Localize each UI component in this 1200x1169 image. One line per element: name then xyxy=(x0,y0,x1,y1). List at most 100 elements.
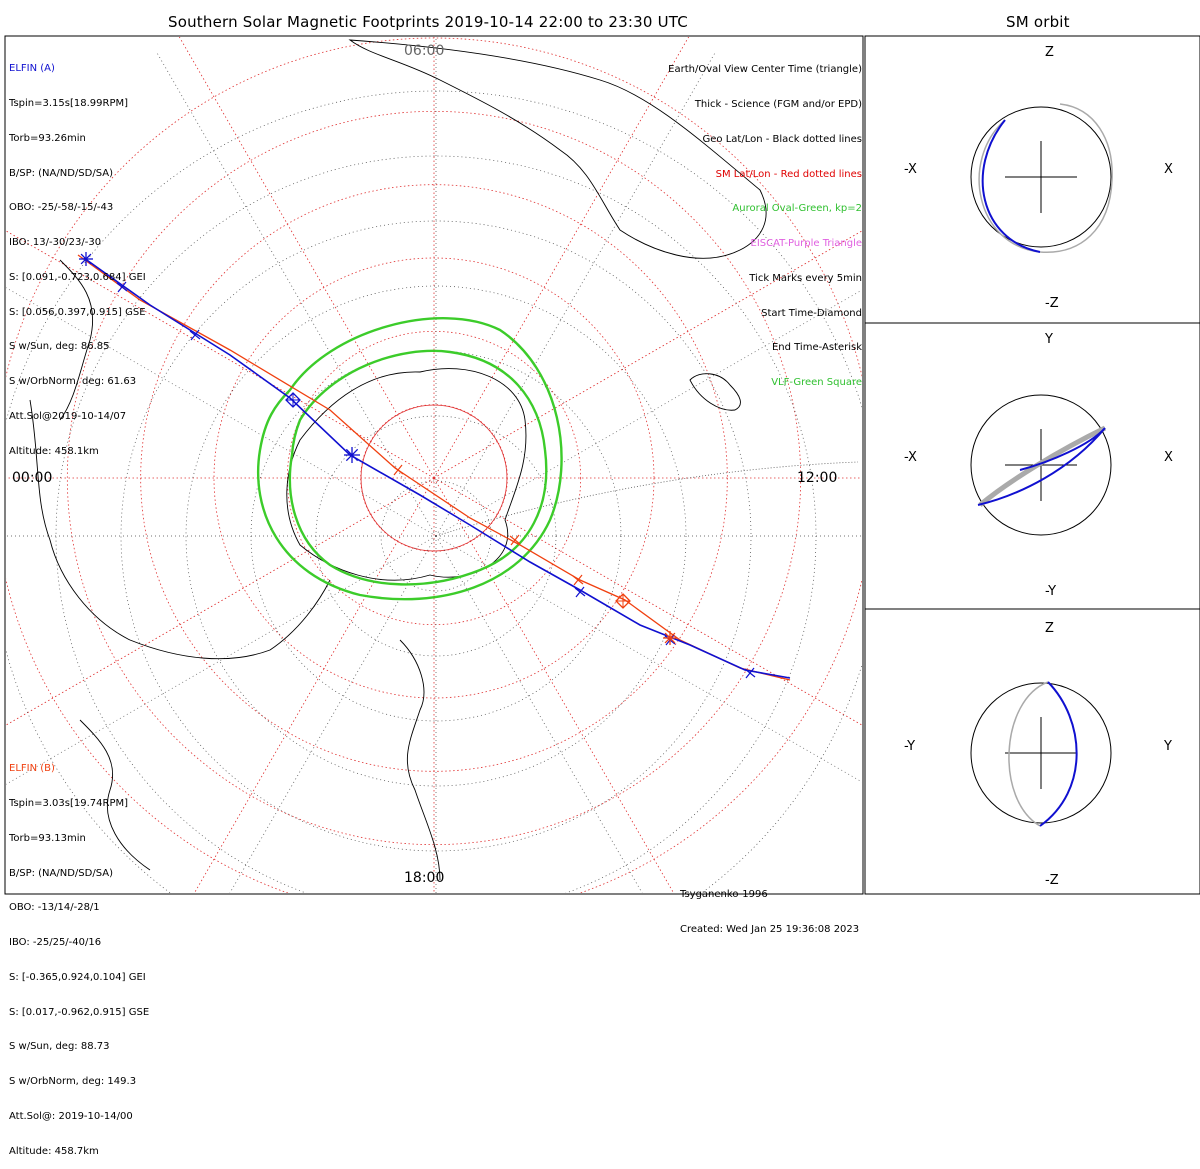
coastline xyxy=(399,639,441,881)
elfin-a-info-line: S: [0.091,-0.723,0.684] GEI xyxy=(9,271,146,283)
map-frame xyxy=(4,35,864,895)
elfin-b-info-line: OBO: -13/14/-28/1 xyxy=(9,902,100,914)
clock-label-left: 00:00 xyxy=(12,470,53,486)
sm-lon-spoke xyxy=(178,37,435,479)
elfin-a-center-asterisk-stroke xyxy=(345,448,359,462)
elfin-a-info-line: Altitude: 458.1km xyxy=(9,445,99,457)
model-label: Tsyganenko-1996 xyxy=(680,889,768,901)
footprint-map xyxy=(4,35,1200,895)
legend-entry: Auroral Oval-Green, kp=2 xyxy=(732,203,862,215)
elfin-a-info-line: S: [0.056,0.397,0.915] GSE xyxy=(9,306,146,318)
coastline xyxy=(689,373,741,411)
elfin-b-tick xyxy=(573,574,583,586)
elfin-b-info-line: S: [-0.365,0.924,0.104] GEI xyxy=(9,971,146,983)
clock-label-right: 12:00 xyxy=(797,470,838,486)
coastline xyxy=(348,39,767,259)
clock-label-bottom: 18:00 xyxy=(404,870,445,886)
orbit-yz-b xyxy=(1008,681,1049,827)
sm-lon-spoke xyxy=(433,37,690,479)
orbit-xy-left-label: -X xyxy=(904,450,917,465)
sm-lon-spoke xyxy=(6,230,435,479)
elfin-b-tick xyxy=(393,464,403,476)
orbit-xz-earth xyxy=(970,106,1112,248)
elfin-a-name: ELFIN (A) xyxy=(9,63,55,75)
legend-entry: EISCAT-Purple Triangle xyxy=(750,238,863,250)
orbit-xz-bottom-label: -Z xyxy=(1045,296,1059,311)
elfin-b-info-line: IBO: -25/25/-40/16 xyxy=(9,937,102,949)
elfin-b-info-line: Tspin=3.03s[19.74RPM] xyxy=(9,797,129,809)
orbit-yz-left-label: -Y xyxy=(904,739,916,754)
orbit-xz-left-label: -X xyxy=(904,162,917,177)
elfin-b-info-line: S w/OrbNorm, deg: 149.3 xyxy=(9,1076,137,1088)
elfin-a-tick xyxy=(117,281,127,293)
coastline xyxy=(29,399,331,660)
geo-lat-circle xyxy=(380,480,492,592)
elfin-a-info: ELFIN (A) Tspin=3.15s[18.99RPM] Torb=93.… xyxy=(9,40,146,469)
coastline xyxy=(286,368,527,581)
sm-lon-spoke xyxy=(6,477,435,726)
coastline xyxy=(59,259,94,421)
elfin-b-info-line: Torb=93.13min xyxy=(9,832,86,844)
map-grid xyxy=(6,37,1088,893)
elfin-a-info-line: S w/Sun, deg: 86.85 xyxy=(9,341,110,353)
chart-title: Southern Solar Magnetic Footprints 2019-… xyxy=(168,13,688,31)
elfin-a-info-line: IBO: 13/-30/23/-30 xyxy=(9,237,102,249)
orbit-yz-a xyxy=(1039,681,1078,827)
legend-entry: Earth/Oval View Center Time (triangle) xyxy=(668,64,862,76)
created-label: Created: Wed Jan 25 19:36:08 2023 xyxy=(680,923,860,935)
elfin-a-info-line: OBO: -25/-58/-15/-43 xyxy=(9,202,114,214)
auroral-oval-outer xyxy=(256,317,563,601)
legend-entry: Tick Marks every 5min xyxy=(749,272,862,284)
legend: Earth/Oval View Center Time (triangle) T… xyxy=(668,41,862,400)
elfin-b-name: ELFIN (B) xyxy=(9,763,55,775)
orbit-yz-frame xyxy=(864,608,1200,895)
sm-lon-spoke xyxy=(433,477,675,893)
sm-lon-spoke xyxy=(193,477,435,893)
orbit-xz-a xyxy=(981,119,1041,253)
elfin-a-info-line: Tspin=3.15s[18.99RPM] xyxy=(9,97,129,109)
elfin-a-tick xyxy=(190,329,200,341)
geo-lon-spoke xyxy=(6,287,437,537)
elfin-b-info-line: S w/Sun, deg: 88.73 xyxy=(9,1041,110,1053)
sm-lat-circle xyxy=(66,110,802,846)
elfin-a-info-line: B/SP: (NA/ND/SD/SA) xyxy=(9,167,113,179)
terminator-line xyxy=(435,461,859,537)
coastline xyxy=(79,719,151,871)
orbit-yz-bottom-label: -Z xyxy=(1045,873,1059,888)
elfin-b-info-line: S: [0.017,-0.962,0.915] GSE xyxy=(9,1006,150,1018)
sm-lon-spoke xyxy=(433,477,862,726)
orbit-yz-b-asterisk xyxy=(1068,802,1076,810)
elfin-a-info-line: S w/OrbNorm, deg: 61.63 xyxy=(9,376,137,388)
orbit-yz-b-asterisk-stroke xyxy=(1069,803,1075,809)
legend-entry: Start Time-Diamond xyxy=(761,307,862,319)
orbit-xz-top-label: Z xyxy=(1045,45,1054,60)
orbit-xz-right-label: X xyxy=(1164,162,1173,177)
elfin-a-center-asterisk xyxy=(344,447,360,463)
geo-lon-spoke xyxy=(435,289,862,537)
geo-lon-spoke xyxy=(155,50,437,537)
elfin-b-info-line: B/SP: (NA/ND/SD/SA) xyxy=(9,867,113,879)
elfin-b-info-line: Altitude: 458.7km xyxy=(9,1145,99,1157)
sm-lat-circle xyxy=(286,330,582,626)
geo-lon-spoke xyxy=(229,535,437,893)
legend-entry: SM Lat/Lon - Red dotted lines xyxy=(715,168,862,180)
elfin-a-tick xyxy=(575,586,585,598)
legend-entry: Thick - Science (FGM and/or EPD) xyxy=(694,98,862,110)
elfin-a-info-line: Att.Sol@2019-10-14/07 xyxy=(9,411,127,422)
orbit-yz-top-label: Z xyxy=(1045,621,1054,636)
orbit-xz-frame xyxy=(864,35,1200,324)
elfin-b-info: ELFIN (B) Tspin=3.03s[19.74RPM] Torb=93.… xyxy=(9,740,149,1169)
elfin-a-end-asterisk xyxy=(79,252,93,266)
elfin-b-end-asterisk xyxy=(663,631,677,645)
orbit-xz-b xyxy=(978,103,1113,253)
elfin-b-tick xyxy=(510,534,520,546)
orbit-xy-bottom-label: -Y xyxy=(1045,584,1057,599)
elfin-a-info-line: Torb=93.26min xyxy=(9,132,86,144)
orbit-xy-b xyxy=(978,425,1107,507)
auroral-oval-inner xyxy=(288,349,548,586)
sm-lon-spoke xyxy=(433,230,862,479)
geo-lat-circle xyxy=(185,285,687,787)
orbit-yz-b-asterisk-stroke xyxy=(1069,803,1075,809)
legend-entry: End Time-Asterisk xyxy=(771,342,862,354)
orbit-xy-b-asterisk-stroke xyxy=(1082,429,1088,435)
